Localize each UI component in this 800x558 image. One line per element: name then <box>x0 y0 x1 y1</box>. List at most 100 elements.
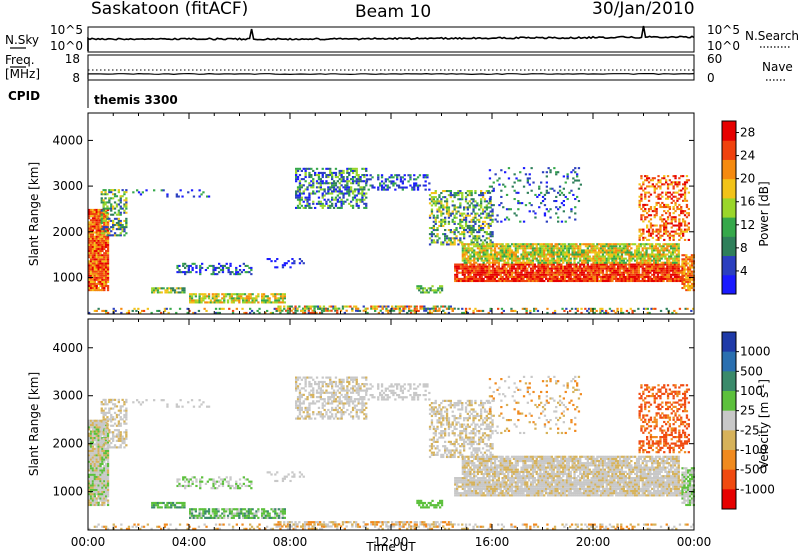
power-cell <box>481 276 483 278</box>
power-cell <box>301 186 303 188</box>
power-cell <box>488 260 490 262</box>
power-cell <box>464 274 466 276</box>
power-cell <box>656 210 658 212</box>
power-cell <box>299 190 301 192</box>
power-cell <box>609 308 611 310</box>
power-cell <box>397 308 399 310</box>
power-cell <box>671 198 673 200</box>
power-cell <box>461 241 463 243</box>
power-cell <box>341 205 343 207</box>
power-cell <box>318 176 320 178</box>
power-cell <box>107 264 109 266</box>
power-cell <box>684 196 686 198</box>
power-cell <box>276 266 278 268</box>
power-cell <box>561 192 563 194</box>
power-cell <box>656 214 658 216</box>
power-cell <box>346 176 348 178</box>
power-cell <box>190 265 192 267</box>
power-cell <box>183 287 185 289</box>
power-cell <box>483 278 485 280</box>
power-cell <box>476 241 478 243</box>
power-cell <box>684 185 686 187</box>
power-cell <box>523 221 525 223</box>
power-cell <box>461 194 463 196</box>
power-cell <box>110 230 112 232</box>
power-cell <box>686 175 688 177</box>
power-cell <box>331 205 333 207</box>
power-cell <box>639 231 641 233</box>
power-cell <box>630 260 632 262</box>
power-cell <box>544 198 546 200</box>
power-cell <box>644 245 646 247</box>
power-cell <box>478 209 480 211</box>
power-cell <box>465 200 467 202</box>
power-cell <box>488 264 490 266</box>
power-cell <box>107 252 109 254</box>
power-cell <box>476 202 478 204</box>
power-cell <box>426 176 428 178</box>
power-cell <box>684 220 686 222</box>
power-cell <box>650 235 652 237</box>
power-cell <box>419 185 421 187</box>
power-cell <box>238 299 240 301</box>
power-cell <box>101 197 103 199</box>
power-cell <box>420 285 422 287</box>
power-cell <box>365 203 367 205</box>
power-cell <box>638 270 640 272</box>
power-cell <box>200 193 202 195</box>
power-cell <box>161 291 163 293</box>
power-cell <box>625 266 627 268</box>
nave-tick-top: 60 <box>707 52 722 66</box>
power-cell <box>665 225 667 227</box>
power-cell <box>674 196 676 198</box>
power-cell <box>473 264 475 266</box>
power-cell <box>299 201 301 203</box>
power-cell <box>594 249 596 251</box>
power-cell <box>642 206 644 208</box>
power-cell <box>463 237 465 239</box>
power-cell <box>366 174 368 176</box>
power-cell <box>497 308 499 310</box>
power-cell <box>140 193 142 195</box>
power-cell <box>231 271 233 273</box>
power-cell <box>446 241 448 243</box>
power-cell <box>546 186 548 188</box>
power-cell <box>504 186 506 188</box>
power-cell <box>385 308 387 310</box>
power-cell <box>602 272 604 274</box>
power-ytick-label: 1000 <box>52 270 83 284</box>
power-cell <box>663 210 665 212</box>
power-cell <box>472 209 474 211</box>
power-cell <box>359 178 361 180</box>
power-cell <box>365 168 367 170</box>
power-cell <box>620 308 622 310</box>
power-cell <box>440 211 442 213</box>
power-cell <box>243 263 245 265</box>
power-cell <box>469 200 471 202</box>
power-cell <box>316 168 318 170</box>
power-cell <box>99 252 101 254</box>
power-cell <box>640 216 642 218</box>
power-cell <box>436 229 438 231</box>
power-cell <box>642 229 644 231</box>
power-cell <box>574 171 576 173</box>
power-cell <box>299 180 301 182</box>
power-cell <box>691 273 693 275</box>
power-cell <box>671 183 673 185</box>
power-cell <box>688 239 690 241</box>
power-cell <box>469 204 471 206</box>
power-cell <box>312 186 314 188</box>
power-cell <box>459 223 461 225</box>
power-cell <box>297 205 299 207</box>
power-cell <box>678 214 680 216</box>
power-cell <box>380 310 382 312</box>
power-cell <box>308 199 310 201</box>
power-cell <box>502 258 504 260</box>
power-cell <box>308 182 310 184</box>
power-cell <box>341 184 343 186</box>
power-cell <box>633 310 635 312</box>
power-cell <box>598 254 600 256</box>
power-cell <box>654 216 656 218</box>
power-cell <box>377 176 379 178</box>
power-cell <box>463 209 465 211</box>
